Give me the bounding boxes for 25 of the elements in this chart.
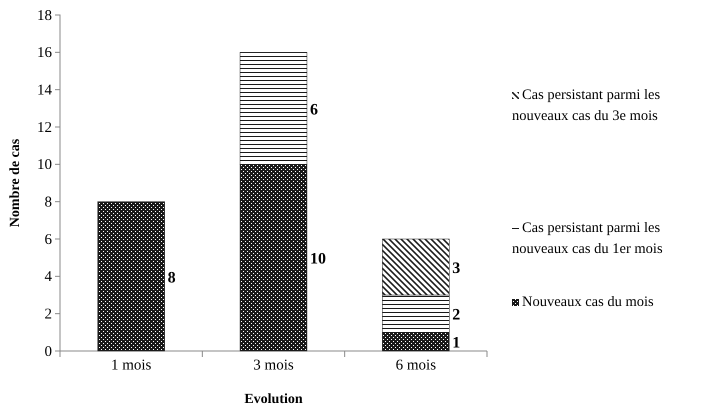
x-tick-label: 3 mois bbox=[253, 358, 294, 374]
data-label: 3 bbox=[452, 260, 460, 277]
y-tick-label: 8 bbox=[44, 194, 52, 210]
data-label: 6 bbox=[310, 101, 318, 118]
x-tick-label: 6 mois bbox=[396, 358, 436, 374]
bar bbox=[97, 201, 165, 352]
legend-label: Cas persistant parmi les nouveaux cas du 1er mois bbox=[512, 220, 663, 258]
data-label: 10 bbox=[310, 250, 326, 268]
y-tick-label: 2 bbox=[44, 306, 52, 322]
y-tick-label: 0 bbox=[44, 344, 52, 360]
y-tick-label: 4 bbox=[44, 269, 52, 286]
y-tick-label: 14 bbox=[37, 82, 52, 98]
legend-label: Nouveaux cas du mois bbox=[522, 294, 654, 310]
data-label: 1 bbox=[452, 334, 460, 352]
data-label: 2 bbox=[452, 306, 460, 324]
data-label: 8 bbox=[168, 269, 176, 286]
y-axis-title: Nombre de cas bbox=[8, 138, 23, 228]
legend-label: Cas persistant parmi les nouveaux cas du 3e mois bbox=[512, 87, 660, 124]
y-tick-label: 6 bbox=[44, 232, 52, 248]
y-tick-label: 12 bbox=[37, 120, 52, 136]
x-tick-label: 1 mois bbox=[110, 358, 152, 374]
y-tick-label: 18 bbox=[37, 8, 52, 24]
x-axis-title: Evolution bbox=[244, 392, 303, 407]
y-tick-label: 10 bbox=[37, 157, 52, 174]
y-tick-label: 16 bbox=[37, 45, 52, 62]
